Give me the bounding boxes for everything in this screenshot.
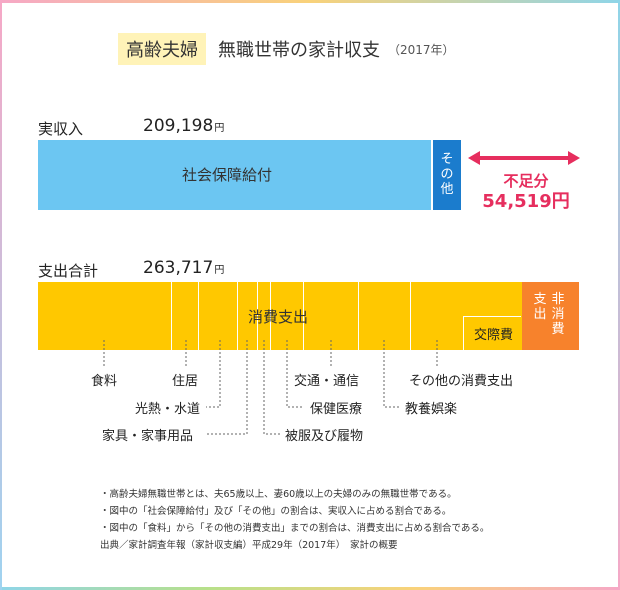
non-consumption-label-right: 非消費 [551, 292, 565, 337]
bar-social-security [38, 140, 431, 210]
segment-divider [410, 282, 411, 350]
deficit-arrow-shaft [478, 156, 570, 160]
leader-furniture [206, 340, 248, 435]
category-education: 教養娯楽 [405, 402, 458, 417]
expenditure-total: 263,717円 [143, 258, 224, 278]
footnote-line: ・図中の「食料」から「その他の消費支出」までの割合は、消費支出に占める割合である… [100, 523, 490, 534]
kosai-box [463, 316, 521, 350]
footnote-source: 出典／家計調査年報（家計収支編）平成29年（2017年） 家計の概要 [100, 540, 398, 551]
segment-divider [303, 282, 304, 350]
income-label: 実収入 [38, 120, 84, 138]
category-health: 保健医療 [310, 402, 363, 417]
category-utilities: 光熱・水道 [135, 402, 201, 417]
segment-divider [257, 282, 258, 350]
segment-divider [358, 282, 359, 350]
consumption-label: 消費支出 [248, 308, 309, 326]
deficit-value: 54,519円 [482, 191, 570, 212]
category-housing: 住居 [172, 374, 199, 389]
border-right [618, 0, 620, 590]
bar-consumption [38, 282, 522, 350]
border-top [0, 0, 620, 3]
expenditure-label: 支出合計 [38, 262, 99, 280]
expenditure-total-value: 263,717 [143, 258, 214, 278]
segment-divider [270, 282, 271, 350]
category-transport: 交通・通信 [294, 374, 360, 389]
segment-divider [171, 282, 172, 350]
footnotes: ・高齢夫婦無職世帯とは、夫65歳以上、妻60歳以上の夫婦のみの無職世帯である。 … [100, 486, 489, 554]
deficit-label: 不足分 [503, 172, 549, 190]
border-bottom [0, 587, 620, 590]
bar-non-consumption [522, 282, 579, 350]
category-food: 食料 [91, 374, 118, 389]
category-clothing: 被服及び履物 [285, 429, 364, 444]
deficit-arrow-left-head [468, 151, 480, 165]
leader-utilities [206, 340, 221, 408]
leader-clothing [263, 340, 280, 435]
deficit-arrow [468, 151, 580, 165]
chart-title: 高齢夫婦 無職世帯の家計収支 （2017年） [118, 32, 455, 66]
border-left [0, 0, 2, 590]
title-main: 無職世帯の家計収支 [218, 40, 380, 61]
deficit-arrow-right-head [568, 151, 580, 165]
category-other-consumption: その他の消費支出 [409, 374, 514, 389]
expenditure-unit: 円 [214, 265, 225, 276]
title-tag: 高齢夫婦 [118, 33, 206, 65]
category-furniture: 家具・家事用品 [102, 429, 194, 444]
footnote-line: ・高齢夫婦無職世帯とは、夫65歳以上、妻60歳以上の夫婦のみの無職世帯である。 [100, 489, 457, 500]
title-year: （2017年） [388, 42, 455, 57]
leader-education [383, 340, 400, 408]
category-kosai: 交際費 [474, 328, 514, 343]
segment-divider [198, 282, 199, 350]
non-consumption-label-left: 支出 [533, 292, 547, 322]
income-total: 209,198円 [143, 116, 224, 136]
income-unit: 円 [214, 123, 225, 134]
footnote-line: ・図中の「社会保障給付」及び「その他」の割合は、実収入に占める割合である。 [100, 506, 452, 517]
social-security-label: 社会保障給付 [182, 166, 273, 184]
other-income-label: その他 [440, 152, 454, 197]
bar-other-income [433, 140, 461, 210]
income-total-value: 209,198 [143, 116, 214, 136]
segment-divider [237, 282, 238, 350]
